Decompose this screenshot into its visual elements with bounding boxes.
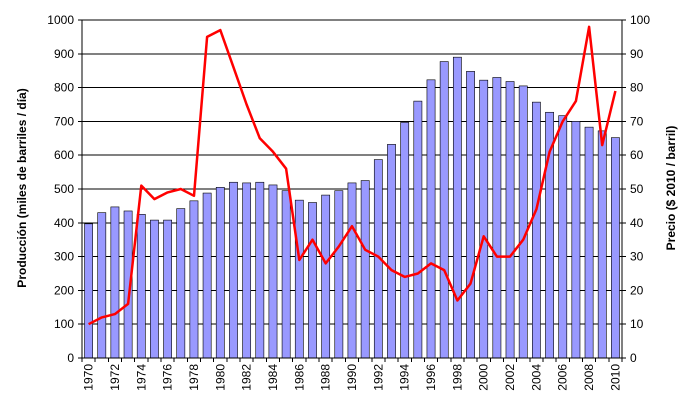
right-tick-label: 100 xyxy=(630,13,650,27)
bar xyxy=(571,121,581,359)
bar xyxy=(150,219,159,359)
x-tick-label: 1986 xyxy=(292,364,306,391)
left-tick-label: 200 xyxy=(54,283,74,297)
bar xyxy=(242,182,252,359)
bar xyxy=(492,77,502,359)
bar xyxy=(532,101,541,359)
left-tick-label: 500 xyxy=(54,182,74,196)
right-tick-label: 0 xyxy=(630,351,637,365)
x-tick-label: 1982 xyxy=(240,364,254,391)
bar xyxy=(202,192,212,359)
x-tick-label: 2002 xyxy=(503,364,517,391)
x-tick-label: 2004 xyxy=(529,364,543,391)
bar xyxy=(439,61,449,359)
x-tick-label: 1972 xyxy=(108,364,122,391)
bar xyxy=(189,200,199,359)
right-tick-label: 10 xyxy=(630,317,644,331)
x-tick-label: 1992 xyxy=(371,364,385,391)
right-axis-ticks: 0 10 20 30 40 50 60 70 80 90 100 xyxy=(622,13,650,365)
left-axis-title: Producción (miles de barriles / día) xyxy=(15,88,29,287)
right-tick-label: 20 xyxy=(630,283,644,297)
x-tick-label: 1996 xyxy=(424,364,438,391)
bar-series xyxy=(84,56,620,359)
price-line xyxy=(88,25,617,326)
bar xyxy=(611,137,620,359)
left-axis-ticks: 0 100 200 300 400 500 600 700 800 900 1000 xyxy=(47,13,82,365)
bar xyxy=(110,206,120,359)
right-tick-label: 70 xyxy=(630,114,644,128)
left-tick-label: 100 xyxy=(54,317,74,331)
x-tick-label: 1976 xyxy=(161,364,175,391)
bar xyxy=(308,202,317,359)
bar xyxy=(229,181,238,359)
bar xyxy=(136,214,146,359)
left-tick-label: 600 xyxy=(54,148,74,162)
x-tick-label: 2006 xyxy=(556,364,570,391)
right-tick-label: 30 xyxy=(630,250,644,264)
left-tick-label: 900 xyxy=(54,47,74,61)
x-tick-label: 2008 xyxy=(582,364,596,391)
bar xyxy=(505,81,515,359)
left-tick-label: 0 xyxy=(67,351,74,365)
bar xyxy=(97,212,107,359)
bar xyxy=(413,100,423,359)
bar xyxy=(426,79,436,359)
bar xyxy=(400,122,410,359)
bar xyxy=(597,130,607,359)
left-tick-label: 300 xyxy=(54,250,74,264)
bar xyxy=(479,79,489,359)
bar xyxy=(268,184,278,359)
bar xyxy=(215,187,225,359)
bar xyxy=(466,71,475,359)
left-tick-label: 700 xyxy=(54,114,74,128)
bar xyxy=(163,219,172,359)
bar xyxy=(558,115,568,359)
x-tick-label: 1984 xyxy=(266,364,280,391)
x-tick-label: 1988 xyxy=(319,364,333,391)
bar xyxy=(294,199,304,359)
bar xyxy=(176,208,186,359)
left-tick-label: 1000 xyxy=(47,13,74,27)
x-tick-label: 2000 xyxy=(477,364,491,391)
bar xyxy=(518,85,528,359)
bar xyxy=(84,223,93,359)
x-tick-label: 1990 xyxy=(345,364,359,391)
bar xyxy=(347,182,357,359)
x-tick-label: 2010 xyxy=(608,364,622,391)
bar xyxy=(452,56,462,359)
x-axis-ticks: 1970 1972 1974 1976 1978 1980 1982 1984 1986 1988… xyxy=(81,358,623,391)
right-tick-label: 90 xyxy=(630,47,644,61)
right-tick-label: 50 xyxy=(630,182,644,196)
x-tick-label: 1980 xyxy=(213,364,227,391)
right-tick-label: 80 xyxy=(630,81,644,95)
x-tick-label: 1970 xyxy=(82,364,96,391)
x-tick-label: 1978 xyxy=(187,364,201,391)
bar xyxy=(387,144,396,359)
right-tick-label: 60 xyxy=(630,148,644,162)
left-tick-label: 400 xyxy=(54,216,74,230)
x-tick-label: 1998 xyxy=(450,364,464,391)
right-tick-label: 40 xyxy=(630,216,644,230)
bar xyxy=(334,190,344,359)
x-tick-label: 1994 xyxy=(398,364,412,391)
x-tick-label: 1974 xyxy=(134,364,148,391)
right-axis-title: Precio ($ 2010 / barril) xyxy=(664,126,678,251)
line-series xyxy=(88,25,617,326)
bar xyxy=(255,181,265,359)
bar xyxy=(321,194,331,359)
bar xyxy=(584,126,594,359)
bar xyxy=(281,190,291,359)
bar xyxy=(360,180,370,359)
left-tick-label: 800 xyxy=(54,81,74,95)
